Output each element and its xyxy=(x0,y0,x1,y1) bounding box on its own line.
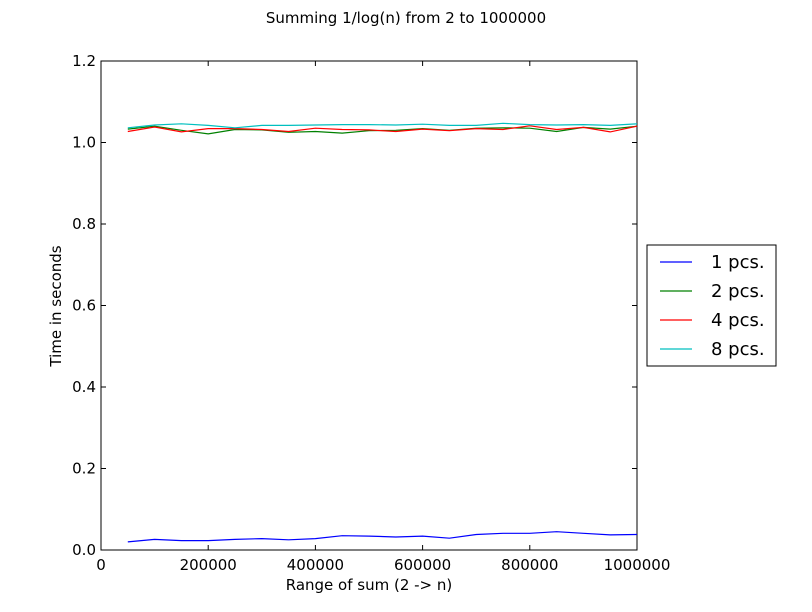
series-line-3 xyxy=(127,125,638,133)
legend-label-2: 2 pcs. xyxy=(711,281,765,302)
plot-frame xyxy=(100,60,638,551)
legend-label-3: 4 pcs. xyxy=(711,310,765,331)
x-tick-label: 800000 xyxy=(501,556,558,574)
legend-label-1: 1 pcs. xyxy=(711,252,765,273)
y-tick-label: 1.0 xyxy=(72,134,96,152)
series-line-4 xyxy=(127,122,638,129)
y-tick-label: 1.2 xyxy=(72,52,96,70)
y-tick-label: 0.4 xyxy=(72,378,96,396)
y-tick-label: 0.2 xyxy=(72,460,96,478)
x-tick-label: 400000 xyxy=(287,556,344,574)
series-group xyxy=(127,122,638,543)
series-line-1 xyxy=(127,531,638,543)
y-tick-label: 0.8 xyxy=(72,215,96,233)
y-axis-ticks: 0.0 0.2 0.4 0.6 0.8 1.0 1.2 xyxy=(72,52,637,559)
legend-box xyxy=(646,244,777,367)
x-tick-label: 1000000 xyxy=(604,556,671,574)
legend-items: 1 pcs. 2 pcs. 4 pcs. 8 pcs. xyxy=(660,252,765,360)
legend-label-4: 8 pcs. xyxy=(711,339,765,360)
legend: 1 pcs. 2 pcs. 4 pcs. 8 pcs. xyxy=(646,244,777,367)
x-tick-label: 200000 xyxy=(180,556,237,574)
x-tick-label: 0 xyxy=(96,556,106,574)
x-axis-label: Range of sum (2 -> n) xyxy=(286,576,453,594)
y-tick-label: 0.0 xyxy=(72,541,96,559)
chart-title: Summing 1/log(n) from 2 to 1000000 xyxy=(266,9,546,27)
x-axis-ticks: 0 200000 400000 600000 800000 1000000 xyxy=(96,61,670,574)
x-tick-label: 600000 xyxy=(394,556,451,574)
plot-area xyxy=(100,60,638,551)
y-axis-label: Time in seconds xyxy=(47,245,65,367)
y-tick-label: 0.6 xyxy=(72,297,96,315)
